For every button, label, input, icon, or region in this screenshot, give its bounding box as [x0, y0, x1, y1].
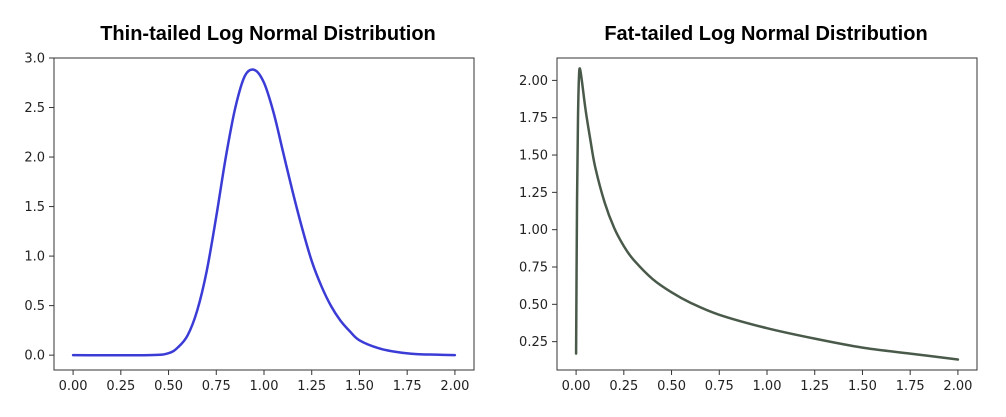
y-tick-label: 3.0: [24, 52, 45, 67]
x-tick-label: 1.00: [250, 379, 279, 394]
y-tick-label: 2.00: [519, 74, 548, 89]
x-tick-label: 0.50: [657, 379, 686, 394]
y-tick-label: 1.75: [519, 111, 548, 126]
y-tick-label: 0.5: [24, 299, 45, 314]
y-tick-label: 1.0: [24, 250, 45, 265]
x-tick-label: 1.00: [753, 379, 782, 394]
fat-tailed-series-line: [574, 67, 960, 361]
x-tick-label: 2.00: [943, 379, 972, 394]
x-tick-label: 1.50: [345, 379, 374, 394]
x-tick-label: 0.25: [106, 379, 135, 394]
chart-title-thin-tailed: Thin-tailed Log Normal Distribution: [100, 23, 436, 45]
plot-frame-fat-tailed: [556, 57, 978, 371]
y-tick-label: 1.25: [519, 186, 548, 201]
x-tick-label: 0.25: [609, 379, 638, 394]
plot-area-fat-tailed: 0.00 0.25 0.50 0.75 1.00 1.25 1.50 1.75 2.00 0.25…: [519, 67, 972, 394]
y-tick-label: 1.00: [519, 223, 548, 238]
x-tick-label: 1.50: [848, 379, 877, 394]
y-tick-label: 2.5: [24, 101, 45, 116]
y-tick-label: 0.25: [519, 335, 548, 350]
x-tick-label: 0.75: [202, 379, 231, 394]
chart-title-fat-tailed: Fat-tailed Log Normal Distribution: [604, 23, 927, 45]
plot-area-thin-tailed: 0.00 0.25 0.50 0.75 1.00 1.25 1.50 1.75 2.00 0.0 0…: [24, 52, 469, 395]
x-tick-label: 1.25: [800, 379, 829, 394]
x-tick-label: 1.75: [896, 379, 925, 394]
y-tick-label: 1.5: [24, 200, 45, 215]
x-tick-label: 0.75: [705, 379, 734, 394]
y-tick-label: 0.50: [519, 298, 548, 313]
y-tick-label: 1.50: [519, 149, 548, 164]
x-tick-label: 0.50: [154, 379, 183, 394]
thin-tailed-series-line: [71, 68, 457, 357]
thin-tailed-chart: Thin-tailed Log Normal Distribution 0.00…: [24, 23, 475, 395]
x-tick-label: 1.25: [297, 379, 326, 394]
plot-frame-thin-tailed: [53, 57, 475, 371]
fat-tailed-chart: Fat-tailed Log Normal Distribution 0.00 0…: [519, 23, 978, 394]
x-tick-label: 0.00: [562, 379, 591, 394]
y-tick-label: 0.0: [24, 349, 45, 364]
x-tick-label: 0.00: [59, 379, 88, 394]
y-tick-label: 0.75: [519, 260, 548, 275]
x-tick-label: 2.00: [440, 379, 469, 394]
x-tick-label: 1.75: [393, 379, 422, 394]
y-tick-label: 2.0: [24, 151, 45, 166]
